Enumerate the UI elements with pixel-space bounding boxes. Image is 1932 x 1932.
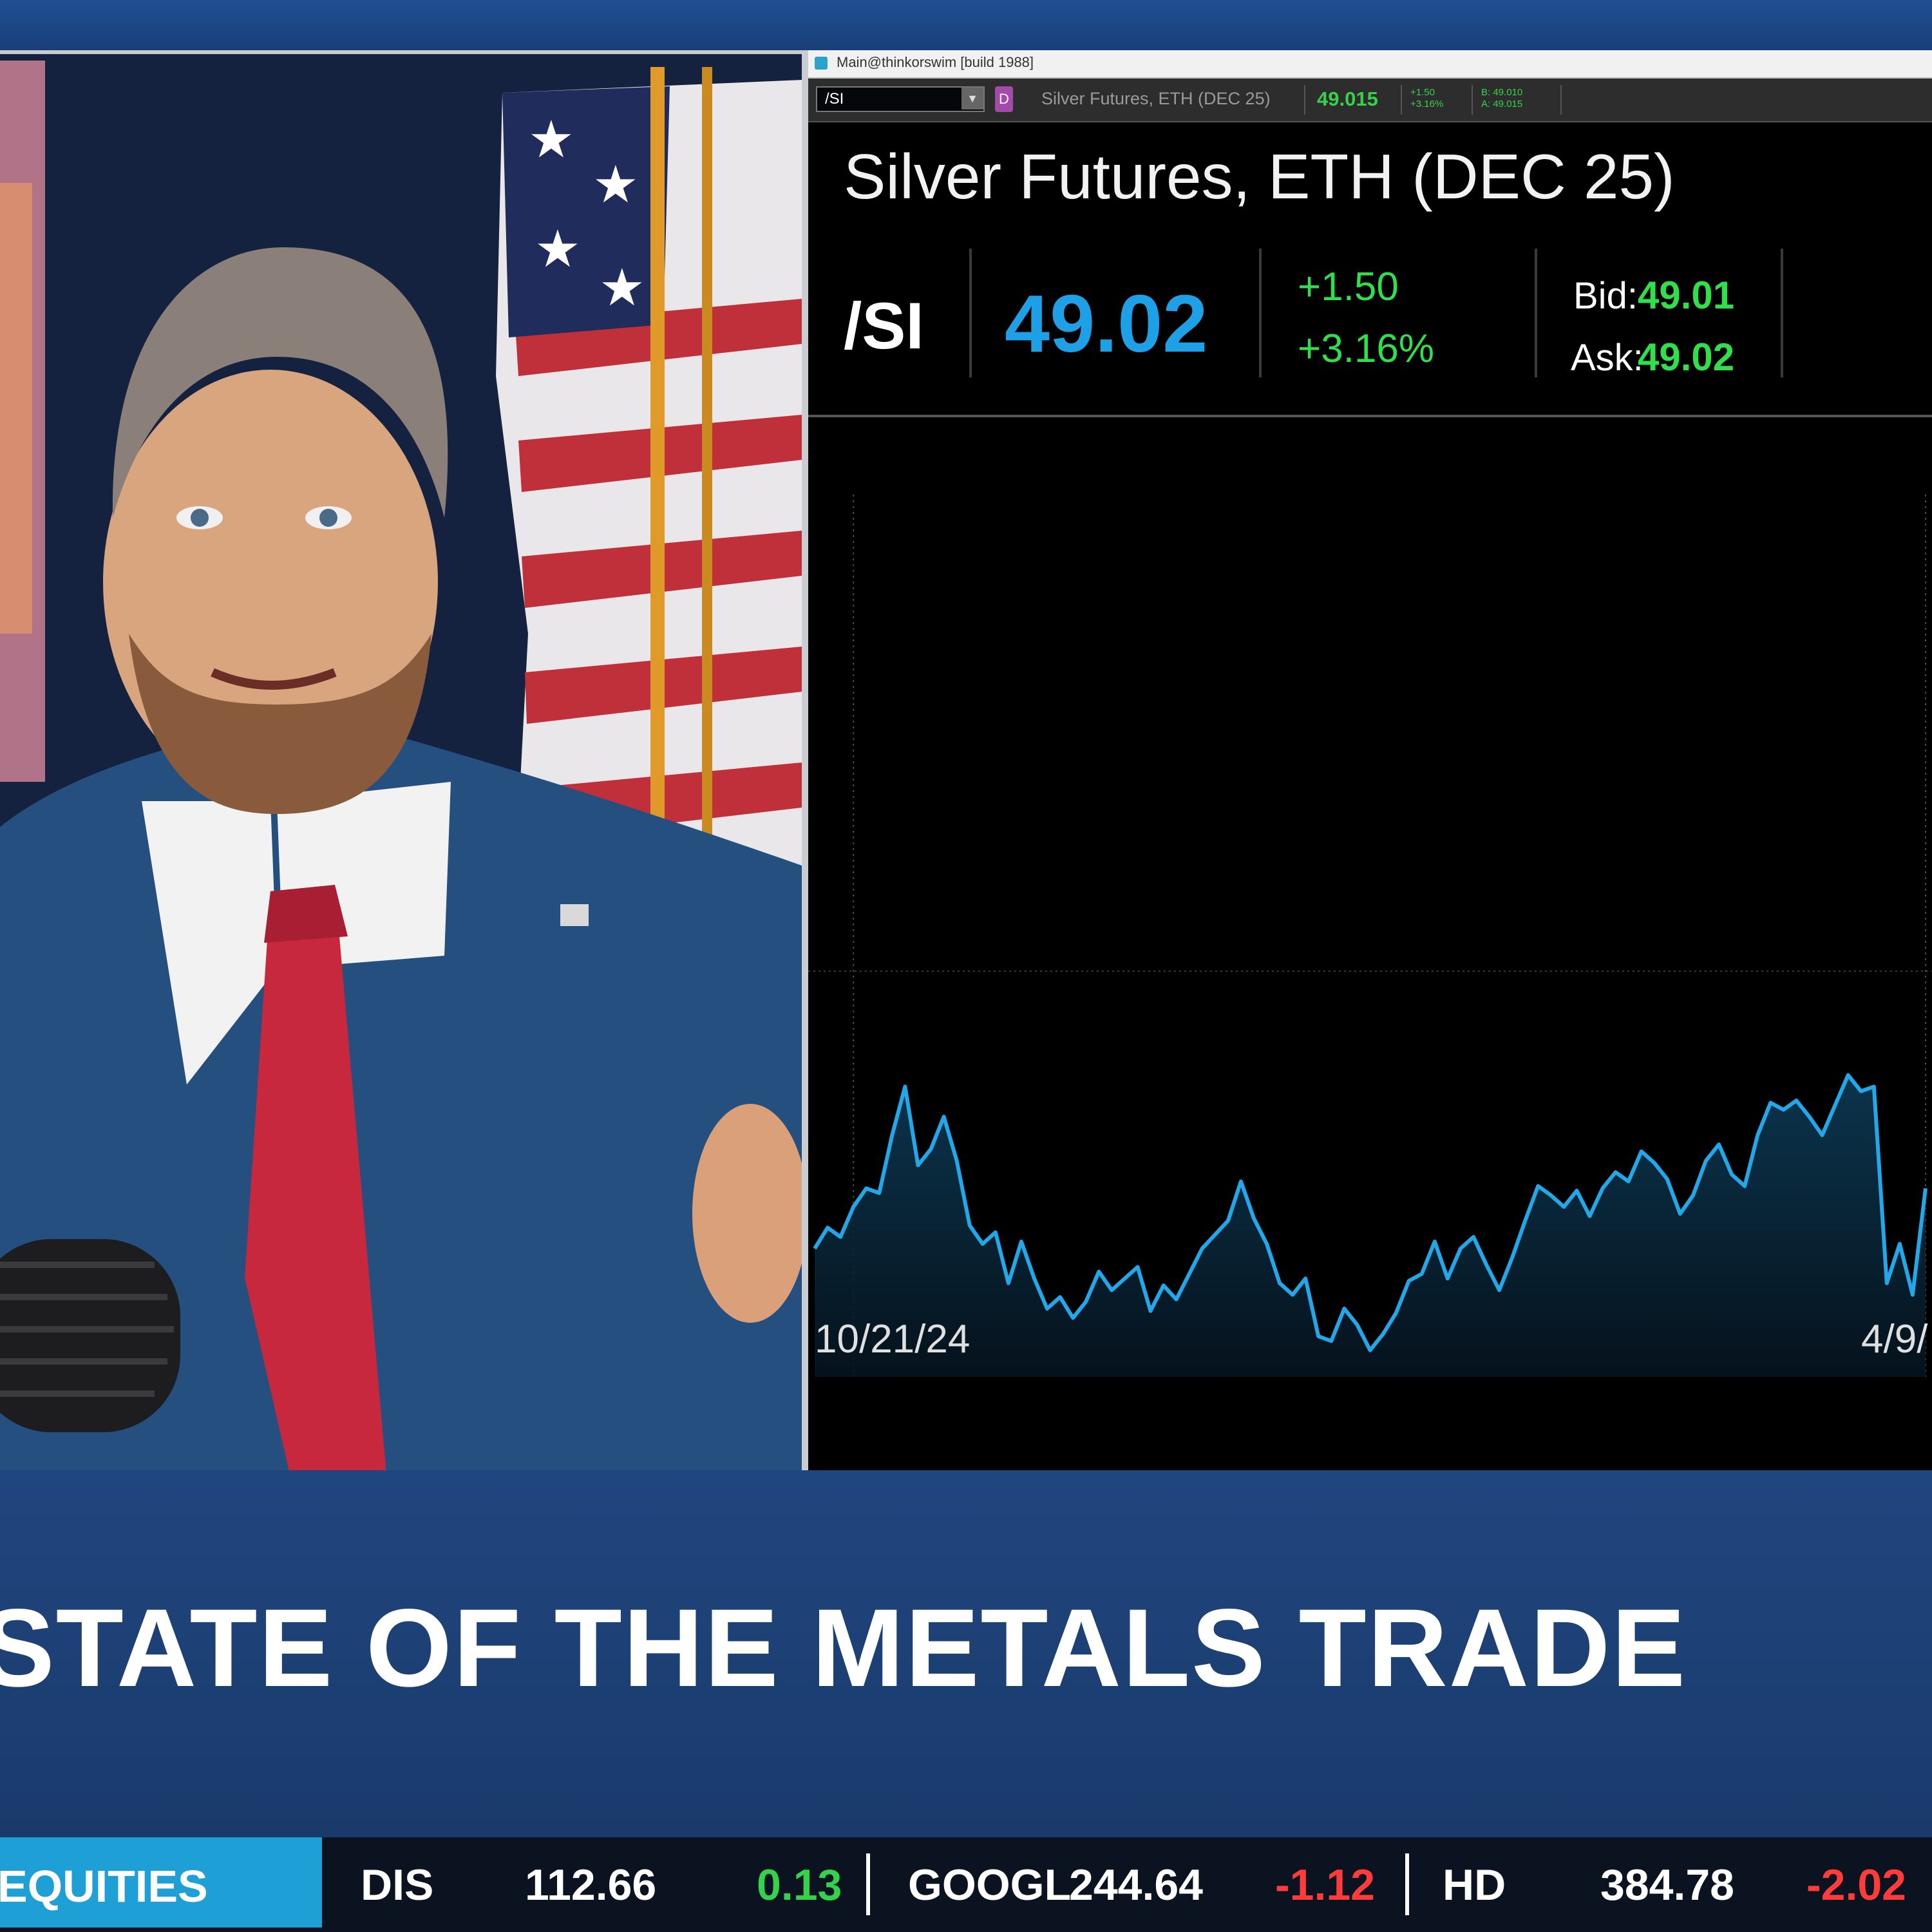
quote-last-price: 49.02 bbox=[1005, 278, 1208, 369]
instrument-title: Silver Futures, ETH (DEC 25) bbox=[844, 141, 1675, 212]
ask-label: Ask: bbox=[1571, 337, 1643, 379]
symbol-toolbar: /SI ▼ D Silver Futures, ETH (DEC 25) 49.… bbox=[808, 79, 1932, 122]
bid-label: Bid: bbox=[1573, 275, 1638, 317]
ticker-change: 0.13 bbox=[757, 1861, 842, 1909]
quote-panel: Silver Futures, ETH (DEC 25) /SI 49.02 +… bbox=[808, 50, 1932, 1470]
toolbar-pct: +3.16% bbox=[1410, 99, 1444, 109]
bid-value: 49.01 bbox=[1638, 274, 1735, 317]
ticker-symbol: GOOGL bbox=[908, 1861, 1072, 1909]
quote-pct-change: +3.16% bbox=[1298, 327, 1435, 371]
instrument-name: Silver Futures, ETH (DEC 25) bbox=[1041, 89, 1271, 108]
quote-divider bbox=[969, 249, 972, 377]
quote-divider bbox=[1535, 249, 1537, 377]
toolbar-divider bbox=[1560, 85, 1562, 115]
ticker-price: 112.66 bbox=[525, 1861, 657, 1909]
x-tick-label: 4/9/ bbox=[1861, 1317, 1928, 1361]
quote-divider bbox=[1259, 249, 1262, 377]
svg-text:★: ★ bbox=[592, 155, 639, 214]
svg-text:★: ★ bbox=[599, 258, 645, 317]
quote-symbol: /SI bbox=[844, 289, 924, 363]
toolbar-ask: A: 49.015 bbox=[1481, 99, 1523, 109]
symbol-badge-icon[interactable]: D bbox=[995, 86, 1013, 112]
chevron-down-icon[interactable]: ▼ bbox=[961, 88, 983, 109]
x-tick-label: 10/21/24 bbox=[815, 1317, 970, 1361]
ticker-symbol: DIS bbox=[361, 1861, 434, 1909]
symbol-input[interactable]: /SI bbox=[816, 86, 985, 112]
presenter-illustration: ★★ ★★ bbox=[0, 54, 802, 1474]
window-titlebar: Main@thinkorswim [build 1988] bbox=[808, 50, 1932, 79]
lower-third-banner bbox=[0, 1470, 1932, 1837]
toolbar-price: 49.015 bbox=[1317, 88, 1378, 110]
svg-text:★: ★ bbox=[535, 219, 581, 279]
headline: STATE OF THE METALS TRADE bbox=[0, 1586, 1687, 1710]
window-title: Main@thinkorswim [build 1988] bbox=[837, 54, 1034, 70]
quote-change: +1.50 bbox=[1298, 265, 1399, 309]
ticker-change: -2.02 bbox=[1806, 1861, 1906, 1909]
ticker-category-label: EQUITIES bbox=[0, 1861, 208, 1911]
chart-top-border bbox=[808, 415, 1932, 417]
broadcast-top-bar bbox=[0, 0, 1932, 50]
chart-area-fill bbox=[815, 1075, 1926, 1377]
toolbar-divider bbox=[1472, 85, 1473, 115]
toolbar-divider bbox=[1401, 85, 1402, 115]
microphone-icon bbox=[0, 1239, 180, 1432]
ticker-price: 384.78 bbox=[1600, 1861, 1734, 1909]
toolbar-bid: B: 49.010 bbox=[1481, 87, 1523, 98]
ticker-symbol: HD bbox=[1443, 1861, 1506, 1909]
ticker-divider bbox=[1405, 1853, 1409, 1915]
price-series-line bbox=[813, 1073, 1927, 1352]
stock-ticker bbox=[0, 1837, 1932, 1932]
price-chart: 10/21/24 4/9/ bbox=[808, 495, 1932, 1377]
ticker-category-tag: EQUITIES bbox=[0, 1837, 322, 1927]
app-icon bbox=[815, 57, 828, 70]
toolbar-change: +1.50 bbox=[1410, 87, 1435, 98]
presenter-video: ★ ★ ★ ★ bbox=[0, 50, 808, 1481]
svg-text:★: ★ bbox=[528, 109, 574, 169]
ask-value: 49.02 bbox=[1638, 336, 1735, 379]
ticker-divider bbox=[866, 1853, 870, 1915]
ticker-price: 244.64 bbox=[1069, 1861, 1203, 1909]
toolbar-divider bbox=[1304, 85, 1305, 115]
ticker-change: -1.12 bbox=[1275, 1861, 1375, 1909]
quote-divider bbox=[1781, 249, 1783, 377]
